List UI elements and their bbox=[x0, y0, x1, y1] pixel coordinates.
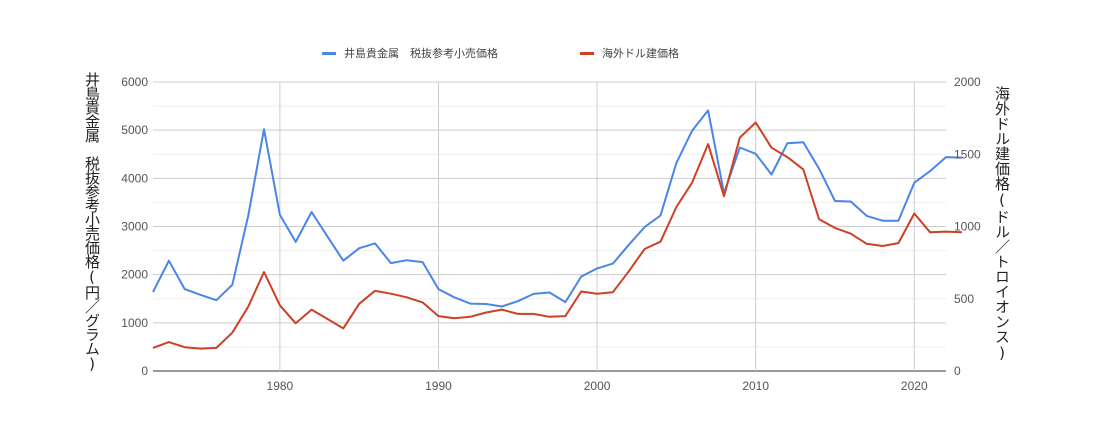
y-right-tick-label: 0 bbox=[954, 364, 961, 378]
legend-item-series-2[interactable]: 海外ドル建価格 bbox=[580, 46, 679, 60]
x-tick-label: 1990 bbox=[425, 379, 452, 393]
y-axis-left-title: 井島貴金属 税抜参考小売価格(円／グラム) bbox=[83, 72, 101, 372]
legend-label-series-1: 井島貴金属 税抜参考小売価格 bbox=[344, 46, 498, 60]
y-right-tick-label: 500 bbox=[954, 292, 974, 306]
y-left-tick-label: 0 bbox=[141, 364, 148, 378]
y-axis-right-title: 海外ドル建価格(ドル／トロイオンス) bbox=[993, 86, 1011, 362]
y-right-tick-label: 1000 bbox=[954, 220, 981, 234]
legend-swatch-series-2 bbox=[580, 52, 594, 55]
series-line-1 bbox=[152, 109, 962, 308]
legend[interactable]: 井島貴金属 税抜参考小売価格 海外ドル建価格 bbox=[322, 46, 679, 60]
y-left-tick-label: 2000 bbox=[121, 268, 148, 282]
y-left-tick-label: 6000 bbox=[121, 75, 148, 89]
x-tick-label: 2010 bbox=[742, 379, 769, 393]
legend-label-series-2: 海外ドル建価格 bbox=[602, 46, 679, 60]
legend-swatch-series-1 bbox=[322, 52, 336, 55]
y-left-tick-label: 4000 bbox=[121, 171, 148, 185]
y-right-tick-label: 1500 bbox=[954, 147, 981, 161]
y-left-tick-label: 5000 bbox=[121, 123, 148, 137]
y-right-tick-label: 2000 bbox=[954, 75, 981, 89]
x-tick-label: 2000 bbox=[584, 379, 611, 393]
legend-item-series-1[interactable]: 井島貴金属 税抜参考小売価格 bbox=[322, 46, 498, 60]
series-lines bbox=[152, 109, 962, 350]
tick-labels: 0 1000 2000 3000 4000 5000 6000 0 500 1000 1500 200… bbox=[121, 75, 981, 393]
x-tick-label: 1980 bbox=[267, 379, 294, 393]
x-tick-label: 2020 bbox=[901, 379, 928, 393]
y-left-tick-label: 3000 bbox=[121, 220, 148, 234]
gridlines bbox=[153, 81, 946, 372]
series-line-2 bbox=[152, 121, 962, 350]
y-left-tick-label: 1000 bbox=[121, 316, 148, 330]
